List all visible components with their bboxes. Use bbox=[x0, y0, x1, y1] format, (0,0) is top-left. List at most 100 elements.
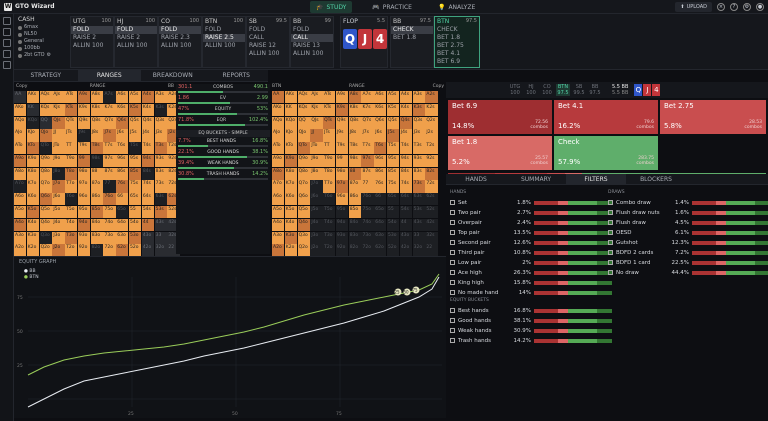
range-cell[interactable]: Q3o bbox=[39, 231, 52, 244]
range-cell[interactable]: 43s bbox=[154, 218, 167, 231]
range-cell[interactable]: Q4s bbox=[141, 116, 154, 129]
spot-action[interactable]: RAISE 13 bbox=[293, 42, 320, 49]
range-cell[interactable]: 53s bbox=[154, 206, 167, 219]
range-cell[interactable]: 53o bbox=[387, 231, 400, 244]
range-cell[interactable]: 55 bbox=[129, 206, 142, 219]
range-cell[interactable]: A6o bbox=[272, 193, 285, 206]
range-cell[interactable]: 88 bbox=[90, 167, 103, 180]
spot-action[interactable]: ALLIN 100 bbox=[117, 42, 148, 49]
gear-icon[interactable]: ⚙ bbox=[46, 52, 52, 58]
checkbox[interactable] bbox=[450, 270, 455, 275]
filter-row[interactable]: OESD 6.1% bbox=[608, 228, 768, 237]
range-cell[interactable]: T3s bbox=[154, 142, 167, 155]
action-bet-6-9[interactable]: Bet 6.9 14.8% 72.56 combos bbox=[448, 100, 552, 134]
position-hj[interactable]: HJ 100 bbox=[526, 84, 536, 96]
range-cell[interactable]: AKs bbox=[26, 91, 39, 104]
range-cell[interactable]: T2o bbox=[323, 244, 336, 257]
range-cell[interactable]: Q9s bbox=[77, 116, 91, 129]
position-bb[interactable]: BB 97.5 bbox=[589, 84, 601, 96]
range-cell[interactable]: KTs bbox=[65, 103, 78, 116]
range-cell[interactable]: T6s bbox=[374, 142, 387, 155]
range-cell[interactable]: 54o bbox=[387, 218, 400, 231]
range-cell[interactable]: A9o bbox=[272, 154, 285, 168]
range-cell[interactable]: 74s bbox=[399, 180, 412, 193]
checkbox[interactable] bbox=[450, 230, 455, 235]
range-cell[interactable]: 84o bbox=[90, 218, 103, 231]
filter-row[interactable]: Third pair 10.8% bbox=[450, 248, 612, 257]
range-cell[interactable]: Q6s bbox=[116, 116, 129, 129]
filter-row[interactable]: Trash hands 14.2% bbox=[450, 336, 612, 345]
range-cell[interactable]: 83o bbox=[348, 231, 361, 244]
upload-button[interactable]: ⬆ UPLOAD bbox=[675, 2, 712, 12]
range-cell[interactable]: AKo bbox=[272, 103, 285, 116]
range-cell[interactable]: J7o bbox=[310, 180, 323, 193]
range-cell[interactable]: JTs bbox=[65, 129, 78, 142]
range-cell[interactable]: 53o bbox=[129, 231, 142, 244]
range-cell[interactable]: T7o bbox=[323, 180, 336, 193]
range-cell[interactable]: 93s bbox=[412, 154, 425, 168]
range-cell[interactable]: A9s bbox=[77, 91, 91, 104]
tab-breakdown[interactable]: BREAKDOWN bbox=[152, 72, 193, 79]
range-cell[interactable]: 97s bbox=[361, 154, 374, 168]
range-cell[interactable]: J3s bbox=[154, 129, 167, 142]
position-sb[interactable]: SB 99.5 bbox=[573, 84, 585, 96]
range-cell[interactable]: 65o bbox=[374, 206, 387, 219]
range-cell[interactable]: A2s bbox=[425, 91, 438, 104]
range-cell[interactable]: J2o bbox=[310, 244, 323, 257]
save-tool-icon[interactable] bbox=[3, 39, 11, 47]
nav-study[interactable]: 🎓 STUDY bbox=[310, 1, 353, 13]
range-cell[interactable]: K4s bbox=[399, 103, 412, 116]
checkbox[interactable] bbox=[450, 280, 455, 285]
range-cell[interactable]: T5o bbox=[323, 206, 336, 219]
range-cell[interactable]: JJ bbox=[52, 129, 65, 142]
range-cell[interactable]: KTs bbox=[323, 103, 336, 116]
range-cell[interactable]: 86s bbox=[116, 167, 129, 180]
checkbox[interactable] bbox=[608, 230, 613, 235]
range-cell[interactable]: J7s bbox=[103, 129, 116, 142]
range-cell[interactable]: KQs bbox=[297, 103, 310, 116]
checkbox[interactable] bbox=[450, 318, 455, 323]
range-cell[interactable]: 75o bbox=[103, 206, 116, 219]
range-cell[interactable]: ATo bbox=[14, 142, 27, 155]
range-cell[interactable]: T4s bbox=[399, 142, 412, 155]
range-cell[interactable]: J5o bbox=[310, 206, 323, 219]
range-cell[interactable]: J8s bbox=[348, 129, 361, 142]
range-cell[interactable]: ATo bbox=[272, 142, 285, 155]
range-cell[interactable]: 65s bbox=[129, 193, 142, 206]
range-cell[interactable]: J7o bbox=[52, 180, 65, 193]
range-cell[interactable]: 95o bbox=[77, 206, 91, 219]
range-cell[interactable]: 65s bbox=[387, 193, 400, 206]
range-cell[interactable]: K2o bbox=[284, 244, 297, 257]
spot-action[interactable]: BET 1.8 bbox=[393, 34, 417, 41]
range-cell[interactable]: 63o bbox=[374, 231, 387, 244]
filter-row[interactable]: King high 15.8% bbox=[450, 278, 612, 287]
range-cell[interactable]: J6o bbox=[52, 193, 65, 206]
range-cell[interactable]: 94o bbox=[335, 218, 349, 231]
range-cell[interactable]: AA bbox=[272, 91, 285, 104]
spot-action[interactable]: ALLIN 100 bbox=[73, 42, 104, 49]
range-cell[interactable]: QTs bbox=[323, 116, 336, 129]
range-cell[interactable]: KJo bbox=[26, 129, 39, 142]
range-cell[interactable]: 86o bbox=[348, 193, 361, 206]
checkbox[interactable] bbox=[450, 200, 455, 205]
range-cell[interactable]: A4s bbox=[399, 91, 412, 104]
range-cell[interactable]: J5o bbox=[52, 206, 65, 219]
range-cell[interactable]: K4o bbox=[26, 218, 39, 231]
help-icon[interactable]: ? bbox=[730, 3, 738, 11]
range-cell[interactable]: Q3s bbox=[412, 116, 425, 129]
range-cell[interactable]: 87s bbox=[103, 167, 116, 180]
range-cell[interactable]: Q3o bbox=[297, 231, 310, 244]
range-cell[interactable]: 65o bbox=[116, 206, 129, 219]
range-cell[interactable]: A4o bbox=[272, 218, 285, 231]
range-cell[interactable]: J9s bbox=[335, 129, 349, 142]
range-cell[interactable]: Q6s bbox=[374, 116, 387, 129]
range-cell[interactable]: J8s bbox=[90, 129, 103, 142]
range-cell[interactable]: 43o bbox=[399, 231, 412, 244]
range-cell[interactable]: 76o bbox=[103, 193, 116, 206]
range-cell[interactable]: 32s bbox=[425, 231, 438, 244]
range-cell[interactable]: 84s bbox=[141, 167, 154, 180]
range-cell[interactable]: QJo bbox=[297, 129, 310, 142]
range-cell[interactable]: 55 bbox=[387, 206, 400, 219]
range-cell[interactable]: J7s bbox=[361, 129, 374, 142]
range-cell[interactable]: A7o bbox=[272, 180, 285, 193]
